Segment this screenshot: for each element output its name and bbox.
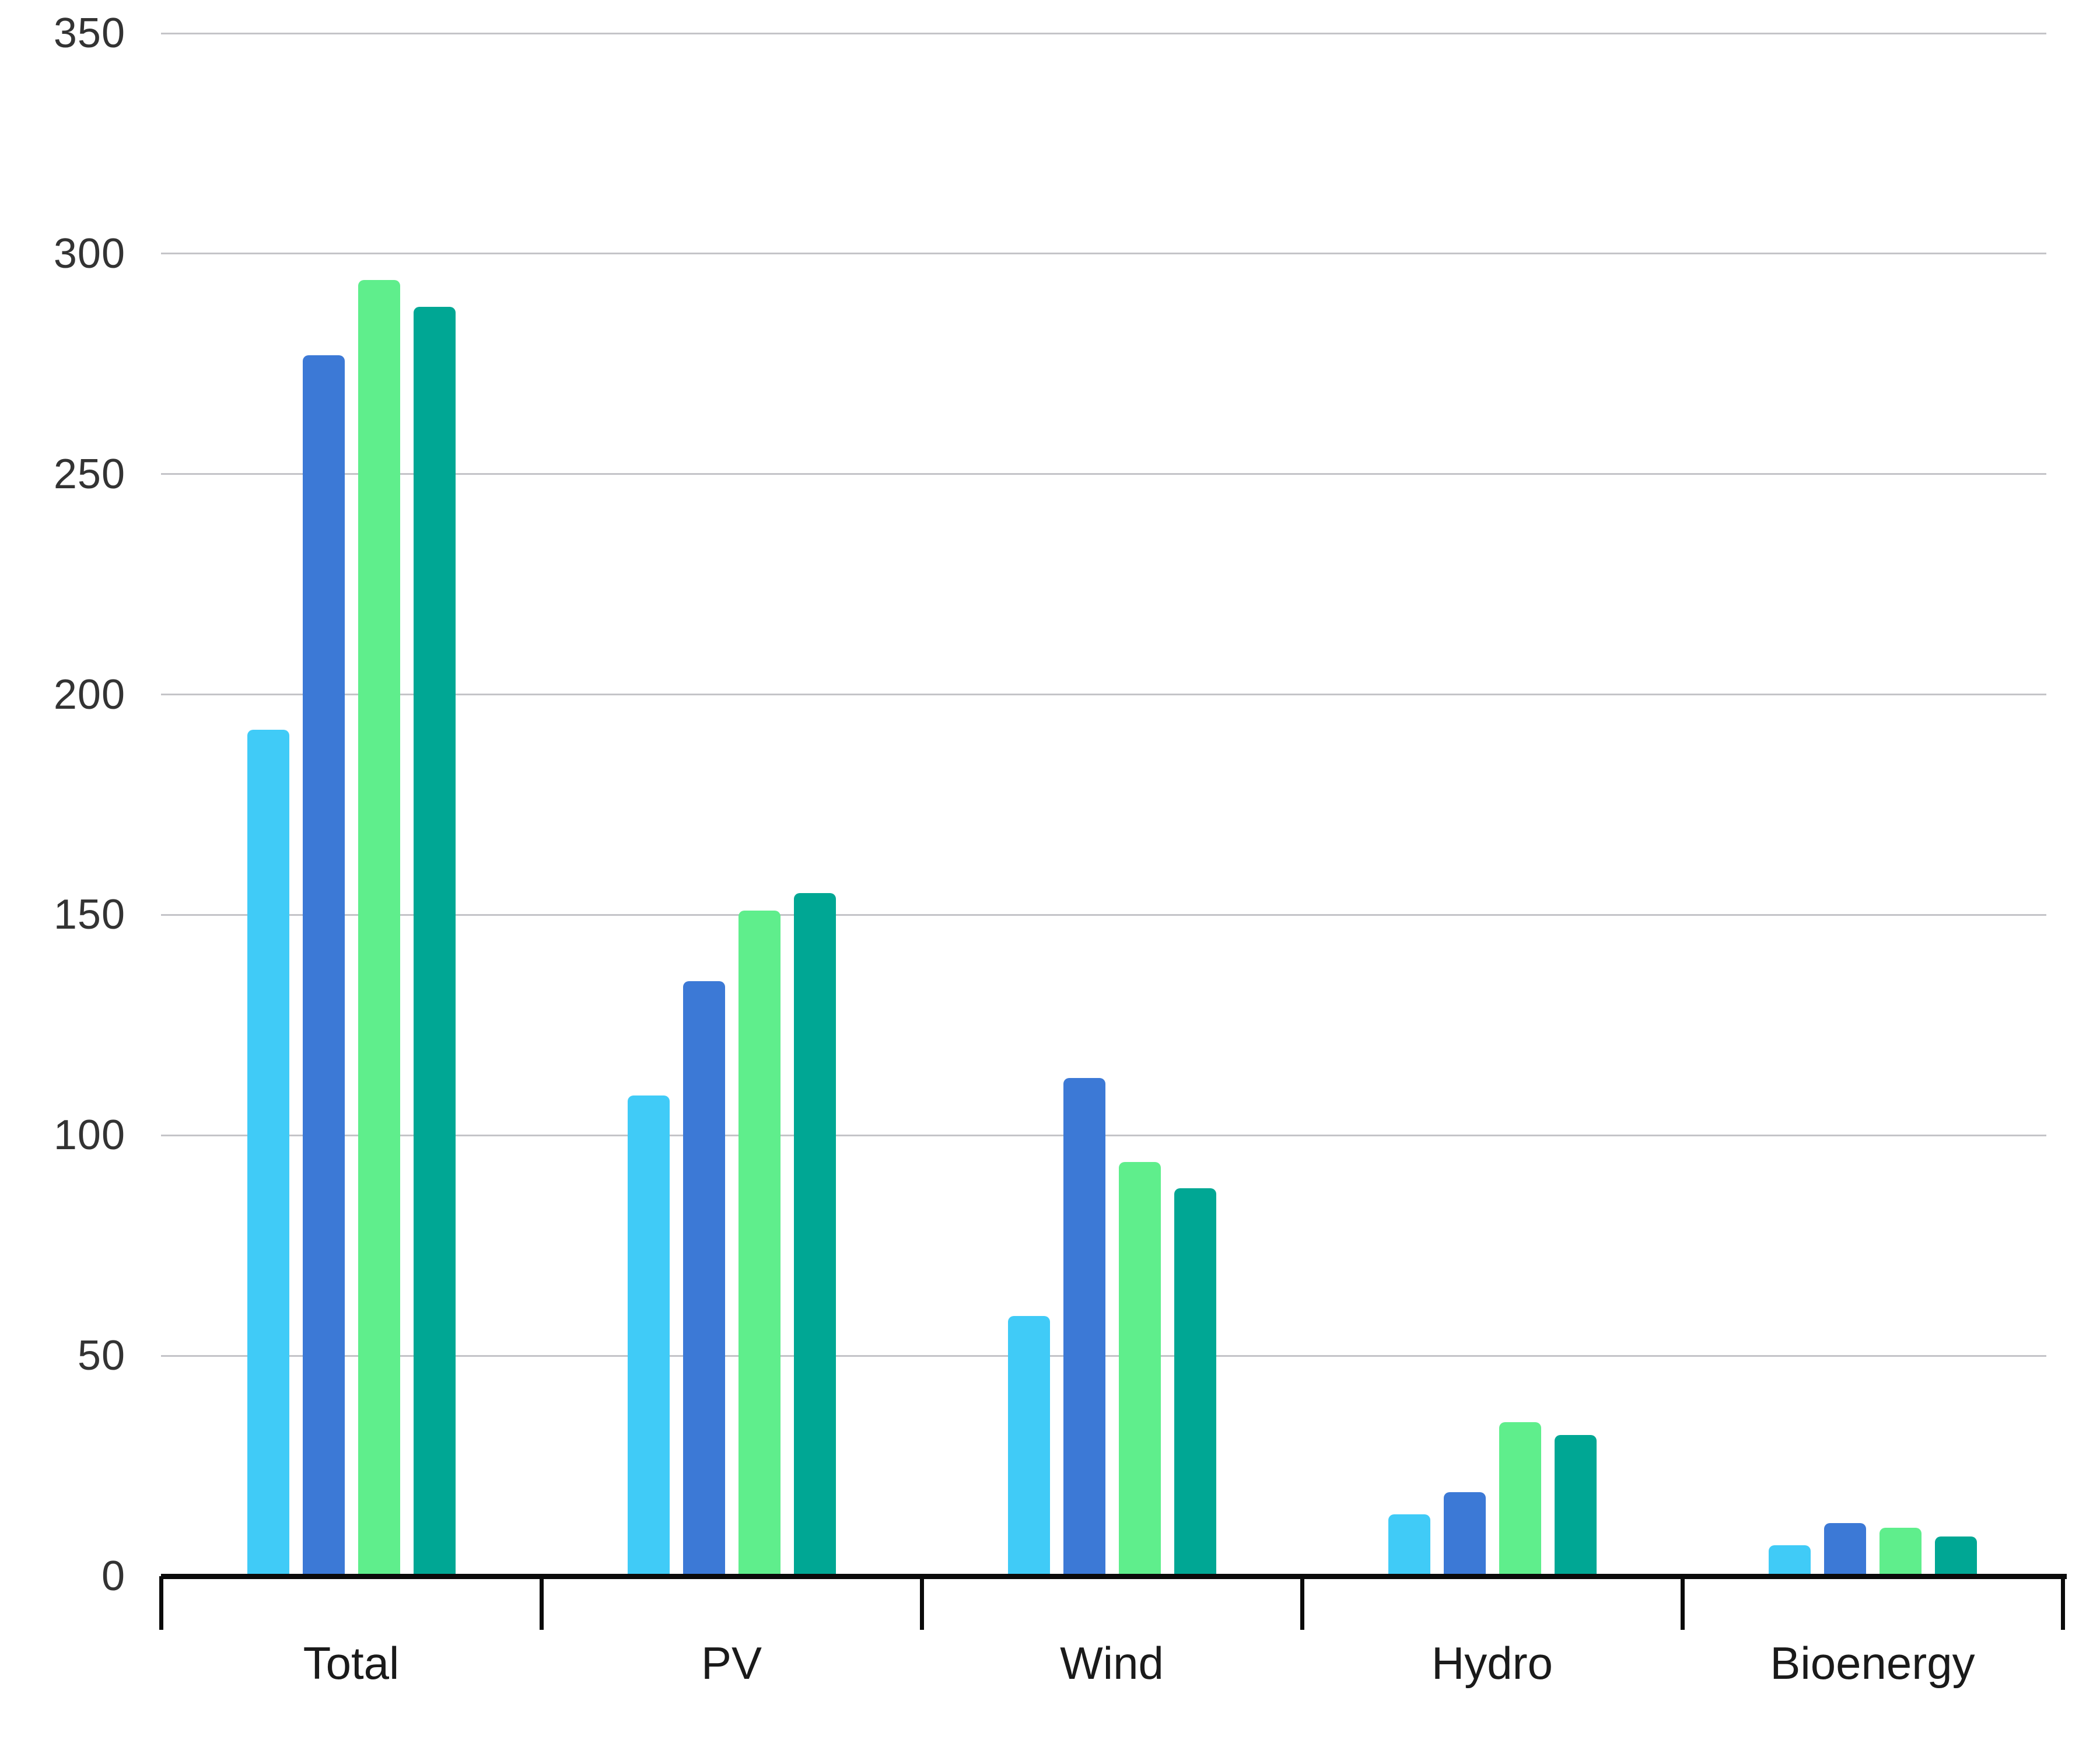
bar-series-1-light-blue-bioenergy: [1768, 1545, 1811, 1576]
y-tick-label-350: 350: [53, 10, 125, 57]
y-tick-label-150: 150: [53, 891, 125, 939]
gridline-150: [161, 914, 2046, 916]
y-tick-label-0: 0: [101, 1553, 125, 1600]
bar-series-4-teal-wind: [1174, 1188, 1216, 1576]
category-label-hydro: Hydro: [1431, 1637, 1553, 1689]
bar-series-1-light-blue-total: [247, 730, 289, 1576]
bar-series-3-green-bioenergy: [1879, 1527, 1922, 1576]
bar-series-2-blue-bioenergy: [1824, 1523, 1866, 1576]
y-tick-label-250: 250: [53, 450, 125, 498]
bar-series-1-light-blue-hydro: [1388, 1514, 1430, 1576]
bar-series-4-teal-hydro: [1554, 1435, 1597, 1576]
bar-series-3-green-pv: [738, 910, 780, 1576]
category-tick-3: [1300, 1576, 1304, 1630]
category-tick-2: [920, 1576, 924, 1630]
gridline-350: [161, 32, 2046, 34]
bar-series-3-green-hydro: [1499, 1422, 1541, 1576]
y-tick-label-300: 300: [53, 230, 125, 277]
bar-series-4-teal-total: [413, 306, 456, 1576]
bar-series-1-light-blue-wind: [1007, 1316, 1050, 1576]
bar-series-4-teal-pv: [793, 892, 836, 1576]
bar-series-4-teal-bioenergy: [1934, 1536, 1977, 1576]
category-tick-5: [2061, 1576, 2065, 1630]
bar-series-2-blue-wind: [1063, 1078, 1105, 1576]
category-label-bioenergy: Bioenergy: [1770, 1637, 1975, 1689]
bar-series-2-blue-pv: [682, 981, 725, 1576]
category-tick-4: [1681, 1576, 1685, 1630]
category-label-total: Total: [303, 1637, 400, 1689]
bar-series-3-green-total: [358, 280, 400, 1576]
y-tick-label-50: 50: [77, 1332, 125, 1380]
bar-series-1-light-blue-pv: [627, 1096, 670, 1576]
y-tick-label-100: 100: [53, 1112, 125, 1159]
category-tick-0: [159, 1576, 163, 1630]
gridline-300: [161, 253, 2046, 255]
y-tick-label-200: 200: [53, 671, 125, 718]
bar-series-2-blue-hydro: [1443, 1492, 1486, 1576]
x-axis-baseline: [161, 1574, 2067, 1579]
category-label-wind: Wind: [1060, 1637, 1164, 1689]
category-label-pv: PV: [701, 1637, 762, 1689]
gridline-200: [161, 694, 2046, 696]
category-tick-1: [540, 1576, 544, 1630]
bar-series-3-green-wind: [1118, 1161, 1161, 1576]
bar-series-2-blue-total: [302, 355, 345, 1576]
gridline-250: [161, 473, 2046, 475]
